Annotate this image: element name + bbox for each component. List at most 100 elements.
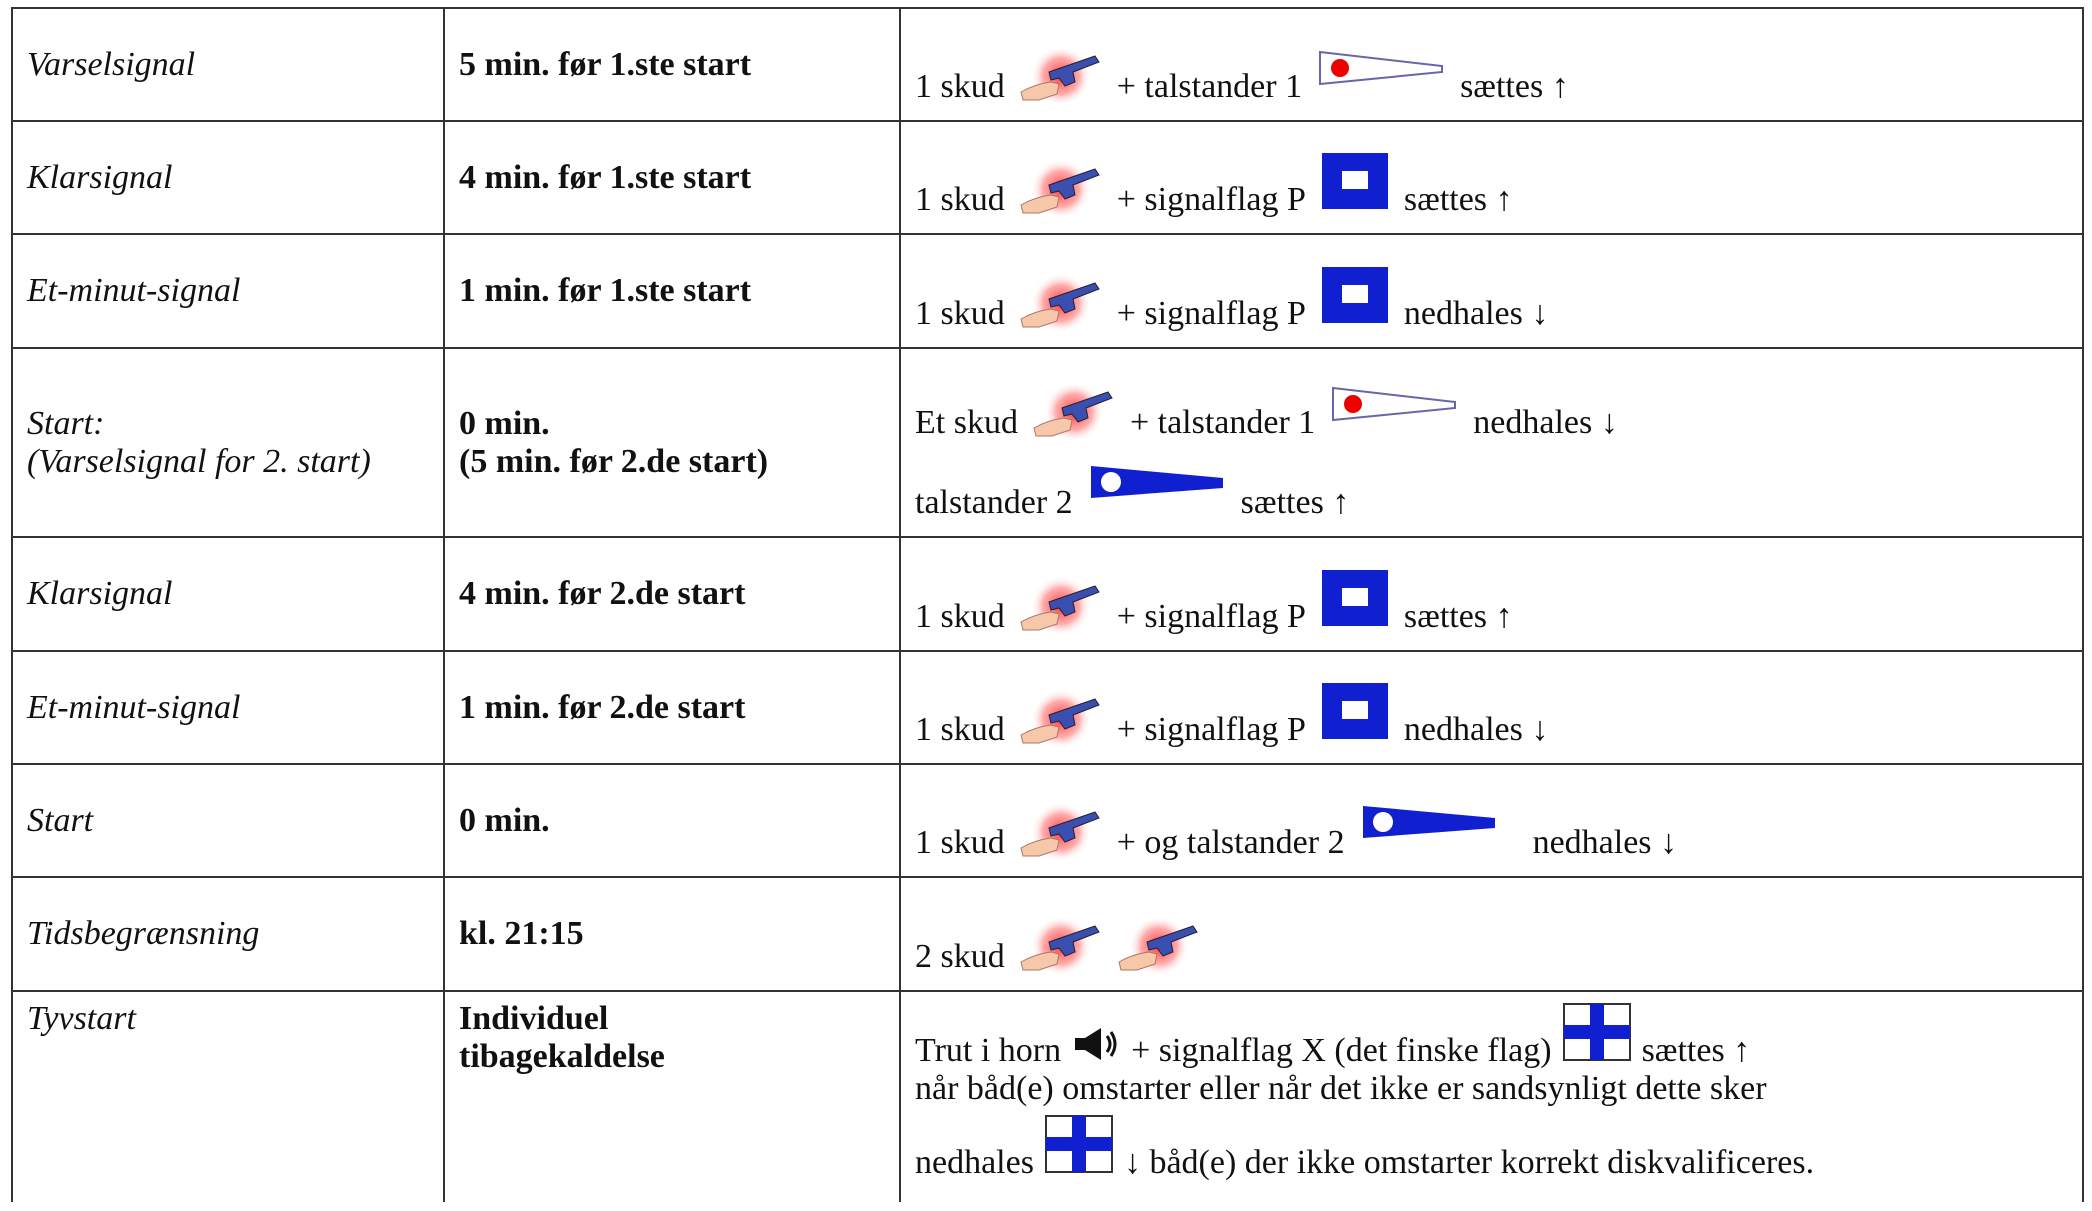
pennant-2 [1087,462,1227,502]
label: Start [11,763,445,878]
signal: 1 skud + og talstander 2 nedhales ↓ [899,763,2084,878]
text: nedhales ↓ [1403,295,1549,332]
text: 1 skud [915,295,1005,332]
gun-icon [1019,912,1103,976]
gun-icon [1019,269,1103,333]
signal: 2 skud [899,876,2084,992]
text: 1 skud [915,824,1005,861]
label: Et-minut-signal [11,650,445,765]
line: 1 skud + signalflag P sættes ↑ [915,151,2068,219]
text: + talstander 1 [1116,68,1303,105]
time: Individuel tibagekaldelse [443,990,901,1202]
signal: 1 skud + signalflag P sættes ↑ [899,120,2084,235]
pennant-2 [1359,802,1499,842]
signal: 1 skud + talstander 1 sættes ↑ [899,7,2084,122]
flag-p [1320,681,1390,741]
text: sættes ↑ [1240,484,1350,521]
text: + signalflag P [1116,181,1306,218]
text: + talstander 1 [1129,404,1316,441]
time: 0 min. (5 min. før 2.de start) [443,347,901,538]
text: nedhales ↓ [1473,404,1618,441]
pennant-1 [1329,384,1459,424]
text: sættes ↑ [1460,68,1569,105]
time-line: (5 min. før 2.de start) [459,442,769,480]
text: 1 skud [915,181,1005,218]
time-line: Individuel [459,1000,609,1037]
text: + signalflag P [1116,598,1306,635]
line: 1 skud + talstander 1 sættes ↑ [915,42,2068,106]
line: 1 skud + signalflag P nedhales ↓ [915,681,2068,749]
label: Varselsignal [11,7,445,122]
flag-p [1320,265,1390,325]
gun-icon [1019,798,1103,862]
label: Klarsignal [11,120,445,235]
label-line: (Varselsignal for 2. start) [27,442,371,480]
signal: 1 skud + signalflag P nedhales ↓ [899,650,2084,765]
line: 1 skud + og talstander 2 nedhales ↓ [915,798,2068,862]
text: + signalflag X (det finske flag) [1131,1032,1552,1069]
signal: 1 skud + signalflag P sættes ↑ [899,536,2084,652]
text: + og talstander 2 [1116,824,1345,861]
time: 1 min. før 2.de start [443,650,901,765]
gun-icon [1019,685,1103,749]
text: 1 skud [915,598,1005,635]
gun-icon [1032,378,1116,442]
text: når båd(e) omstarter eller når det ikke … [915,1070,1767,1107]
label: Tyvstart [11,990,445,1202]
text: sættes ↑ [1403,181,1513,218]
text: Et skud [915,404,1018,441]
gun-icon [1117,912,1201,976]
time: 5 min. før 1.ste start [443,7,901,122]
text: 1 skud [915,68,1005,105]
line: Et skud + talstander 1 nedhales ↓ [915,378,2068,442]
signal: Trut i horn + signalflag X (det finske fl… [899,990,2084,1202]
text: sættes ↑ [1403,598,1513,635]
text: sættes ↑ [1641,1032,1751,1069]
horn-icon [1071,1024,1121,1064]
signal-table: Varselsignal 5 min. før 1.ste start 1 sku… [11,7,2084,1202]
signal: Et skud + talstander 1 nedhales ↓ talstand… [899,347,2084,538]
text: + signalflag P [1116,295,1306,332]
row: Varselsignal 5 min. før 1.ste start 1 sku… [11,7,2084,122]
text: 2 skud [915,938,1005,975]
time-line: tibagekaldelse [459,1038,665,1075]
line: nedhales ↓ båd(e) der ikke omstarter korr… [915,1114,2068,1182]
time: 4 min. før 2.de start [443,536,901,652]
line: når båd(e) omstarter eller når det ikke … [915,1070,2068,1108]
pennant-1 [1316,48,1446,88]
line: talstander 2 sættes ↑ [915,462,2068,522]
time: 1 min. før 1.ste start [443,233,901,349]
flag-x [1562,1002,1632,1062]
label: Start: (Varselsignal for 2. start) [11,347,445,538]
row: Klarsignal 4 min. før 2.de start 1 skud + … [11,536,2084,652]
row: Start: (Varselsignal for 2. start) 0 min.(… [11,347,2084,538]
text: talstander 2 [915,484,1073,521]
text: nedhales ↓ [1403,711,1549,748]
flag-p [1320,151,1390,211]
text: + signalflag P [1116,711,1306,748]
row: Tidsbegrænsning kl. 21:15 2 skud [11,876,2084,992]
label: Et-minut-signal [11,233,445,349]
time-line: 0 min. [459,404,550,442]
gun-icon [1019,42,1103,106]
row: Et-minut-signal 1 min. før 1.ste start 1 … [11,233,2084,349]
time: kl. 21:15 [443,876,901,992]
signal: 1 skud + signalflag P nedhales ↓ [899,233,2084,349]
time: 0 min. [443,763,901,878]
row: Klarsignal 4 min. før 1.ste start 1 skud +… [11,120,2084,235]
text: Trut i horn [915,1032,1062,1069]
text: 1 skud [915,711,1005,748]
gun-icon [1019,572,1103,636]
line: Trut i horn + signalflag X (det finske fl… [915,1002,2068,1070]
line: 1 skud + signalflag P sættes ↑ [915,568,2068,636]
line: 1 skud + signalflag P nedhales ↓ [915,265,2068,333]
text: ↓ båd(e) der ikke omstarter korrekt disk… [1123,1144,1815,1181]
text: nedhales ↓ [1532,824,1678,861]
gun-icon [1019,155,1103,219]
row: Start 0 min. 1 skud + og talstander 2 nedha… [11,763,2084,878]
text: nedhales [915,1144,1034,1181]
label: Tidsbegrænsning [11,876,445,992]
time: 4 min. før 1.ste start [443,120,901,235]
flag-p [1320,568,1390,628]
